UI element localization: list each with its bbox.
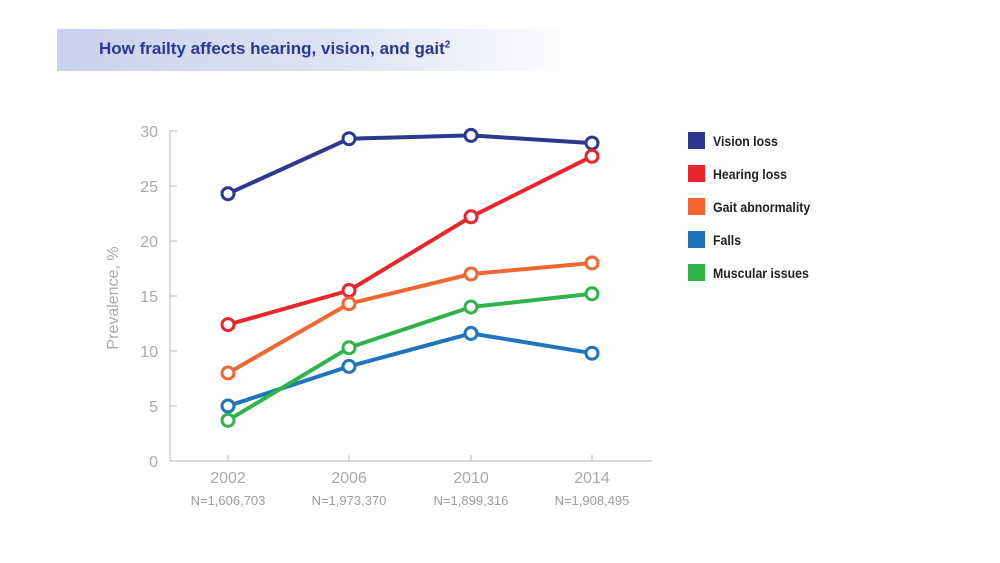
legend-swatch [688, 132, 705, 149]
y-tick-label: 20 [140, 234, 158, 251]
data-point-marker [463, 266, 479, 282]
data-point-marker [463, 127, 479, 143]
data-point-marker [341, 296, 357, 312]
data-point-marker [220, 317, 236, 333]
y-tick-label: 0 [149, 454, 158, 471]
data-point-marker [220, 398, 236, 414]
legend-item: Muscular issues [688, 256, 823, 289]
legend-swatch [688, 198, 705, 215]
data-point-marker [584, 345, 600, 361]
legend-label: Gait abnormality [713, 198, 811, 215]
x-tick-label: 2006 [331, 470, 367, 487]
y-tick-label: 30 [140, 124, 158, 141]
legend-label: Muscular issues [713, 264, 809, 281]
data-point-marker [584, 255, 600, 271]
y-tick-label: 15 [140, 289, 158, 306]
x-tick-label: 2002 [210, 470, 246, 487]
chart-legend: Vision loss Hearing loss Gait abnormality F… [688, 124, 823, 289]
legend-swatch [688, 165, 705, 182]
series-line [226, 331, 594, 408]
title-footnote-marker: 2 [444, 39, 451, 51]
x-sample-size-label: N=1,908,495 [555, 493, 630, 508]
data-point-marker [584, 286, 600, 302]
series-line [226, 154, 594, 327]
legend-swatch [688, 264, 705, 281]
title-band: How frailty affects hearing, vision, and… [57, 29, 577, 71]
legend-item: Falls [688, 223, 823, 256]
legend-swatch [688, 231, 705, 248]
data-point-marker [463, 209, 479, 225]
data-point-marker [584, 135, 600, 151]
data-point-marker [341, 358, 357, 374]
legend-item: Hearing loss [688, 157, 823, 190]
legend-label: Hearing loss [713, 165, 787, 182]
y-tick-label: 25 [140, 179, 158, 196]
data-point-marker [341, 131, 357, 147]
chart-title-text: How frailty affects hearing, vision, and… [99, 39, 445, 58]
y-tick-label: 5 [149, 399, 158, 416]
chart-title: How frailty affects hearing, vision, and… [99, 39, 450, 59]
series-line [226, 133, 594, 196]
data-point-marker [341, 340, 357, 356]
y-axis-label: Prevalence, % [105, 246, 122, 349]
x-tick-label: 2010 [453, 470, 489, 487]
legend-label: Falls [713, 231, 742, 248]
x-sample-size-label: N=1,606,703 [191, 493, 266, 508]
data-point-marker [220, 186, 236, 202]
data-point-marker [220, 412, 236, 428]
y-tick-label: 10 [140, 344, 158, 361]
x-sample-size-label: N=1,973,370 [312, 493, 387, 508]
series-line [226, 261, 594, 375]
x-sample-size-label: N=1,899,316 [434, 493, 509, 508]
data-point-marker [220, 365, 236, 381]
legend-item: Vision loss [688, 124, 823, 157]
data-point-marker [463, 299, 479, 315]
legend-item: Gait abnormality [688, 190, 823, 223]
series-line [226, 291, 594, 423]
legend-label: Vision loss [713, 132, 778, 149]
data-point-marker [341, 283, 357, 298]
x-tick-label: 2014 [574, 470, 610, 487]
data-point-marker [584, 148, 600, 164]
data-point-marker [463, 325, 479, 341]
